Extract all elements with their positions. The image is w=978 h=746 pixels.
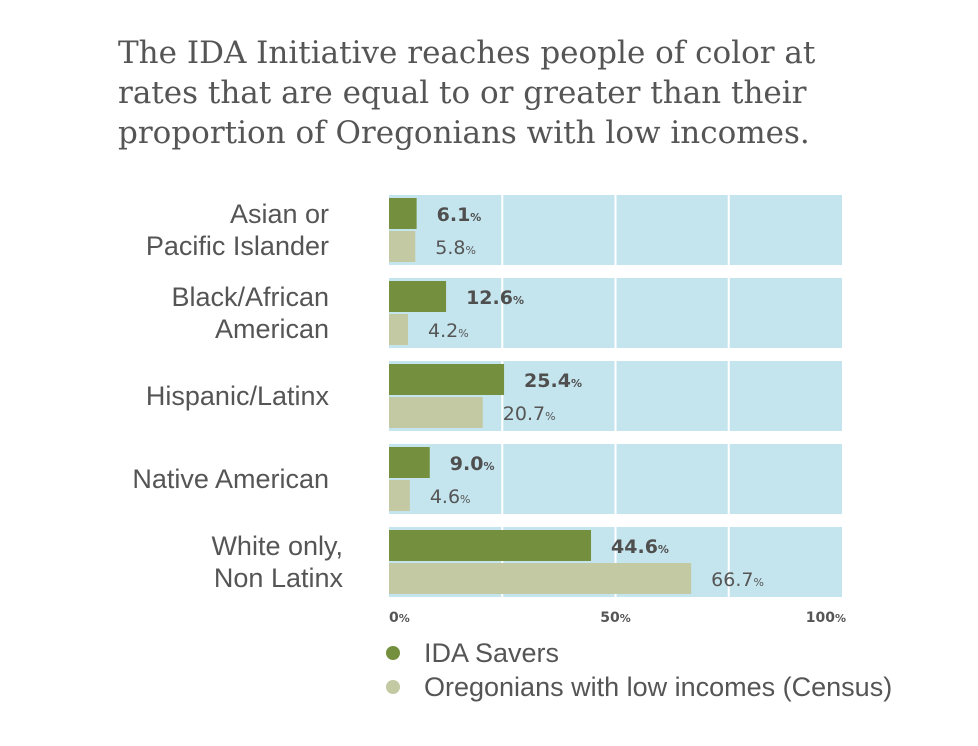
- title-line-2: rates that are equal to or greater than …: [118, 75, 807, 111]
- bar-ida-savers-4: [389, 530, 592, 561]
- title-line-1: The IDA Initiative reaches people of col…: [118, 35, 816, 71]
- bar-ida-savers-3: [389, 447, 430, 478]
- data-label-census-2: 20.7%: [503, 403, 556, 425]
- data-label-ida-savers-3: 9.0%: [450, 453, 495, 475]
- data-label-ida-savers-2: 25.4%: [524, 370, 582, 392]
- x-tick-label-0: 0%: [389, 610, 410, 626]
- bar-census-2: [389, 397, 483, 428]
- category-label-3: Native American: [132, 464, 329, 494]
- title-line-3: proportion of Oregonians with low income…: [118, 115, 810, 151]
- legend-item-census: Oregonians with low incomes (Census): [386, 670, 892, 704]
- legend-swatch-census: [386, 680, 400, 694]
- data-label-ida-savers-4: 44.6%: [611, 536, 669, 558]
- legend-item-ida-savers: IDA Savers: [386, 636, 892, 670]
- legend-label-ida-savers: IDA Savers: [424, 637, 560, 668]
- bar-census-1: [389, 314, 409, 345]
- bar-ida-savers-1: [389, 281, 447, 312]
- data-label-ida-savers-0: 6.1%: [437, 204, 482, 226]
- category-label-2: Hispanic/Latinx: [146, 381, 330, 411]
- category-label-4: White only, Non Latinx: [211, 531, 343, 593]
- data-label-census-4: 66.7%: [711, 569, 764, 591]
- legend-label-census: Oregonians with low incomes (Census): [424, 671, 893, 702]
- category-label-1: Black/African American: [171, 282, 329, 344]
- chart-title: The IDA Initiative reaches people of col…: [118, 33, 918, 153]
- bar-census-0: [389, 231, 416, 262]
- legend-swatch-ida-savers: [386, 646, 400, 660]
- x-tick-label-100: 100%: [806, 610, 846, 626]
- bar-ida-savers-0: [389, 198, 417, 229]
- legend: IDA Savers Oregonians with low incomes (…: [386, 636, 892, 704]
- bar-ida-savers-2: [389, 364, 505, 395]
- x-tick-label-50: 50%: [600, 610, 631, 626]
- data-label-ida-savers-1: 12.6%: [466, 287, 524, 309]
- bar-census-4: [389, 563, 692, 594]
- category-label-0: Asian or Pacific Islander: [146, 199, 329, 261]
- bar-census-3: [389, 480, 410, 511]
